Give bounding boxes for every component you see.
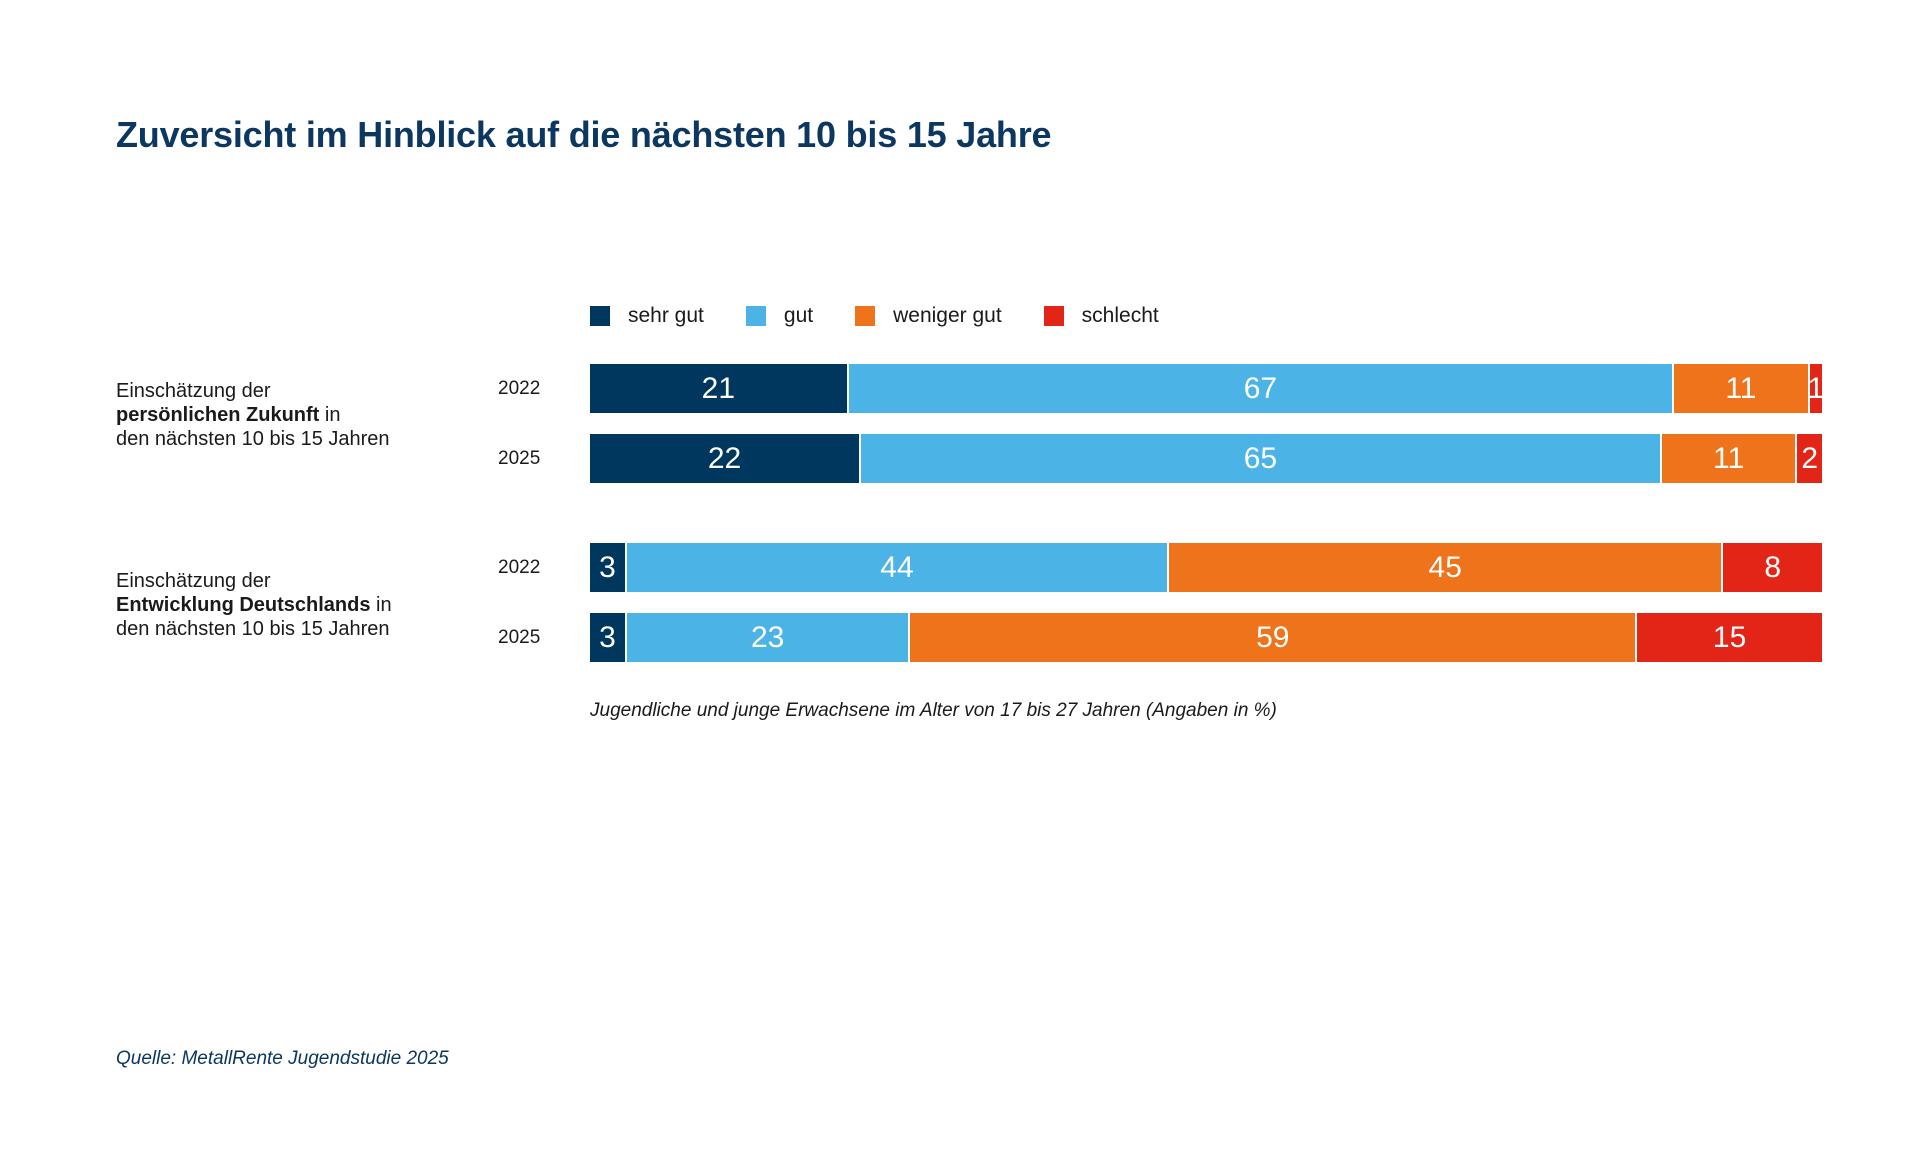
legend-swatch xyxy=(855,306,876,326)
chart-note: Jugendliche und junge Erwachsene im Alte… xyxy=(590,700,1277,721)
bar-segment-gut: 44 xyxy=(626,543,1170,592)
bar-segment-weniger-gut: 11 xyxy=(1661,434,1798,483)
group-label-germany-development: Einschätzung der Entwicklung Deutschland… xyxy=(116,569,446,641)
group-label-line: Einschätzung der xyxy=(116,380,271,402)
legend-item-schlecht: schlecht xyxy=(1043,304,1159,328)
legend-item-gut: gut xyxy=(745,304,814,328)
bar-segment-gut: 65 xyxy=(861,434,1662,483)
group-label-after-bold: in xyxy=(370,594,392,616)
bar-segment-gut: 67 xyxy=(848,364,1675,413)
stacked-bar: 3 44 45 8 xyxy=(590,543,1822,592)
bar-segment-gut: 23 xyxy=(626,613,911,662)
year-label: 2022 xyxy=(498,378,541,399)
legend-swatch xyxy=(590,306,610,326)
group-label-bold: persönlichen Zukunft xyxy=(116,404,320,426)
bar-segment-sehr-gut: 3 xyxy=(590,613,627,662)
group-label-line: persönlichen Zukunft in xyxy=(116,403,446,427)
bar-segment-sehr-gut: 21 xyxy=(590,364,849,413)
bar-segment-weniger-gut: 59 xyxy=(910,613,1638,662)
bar-segment-schlecht: 2 xyxy=(1797,434,1822,483)
stacked-bar: 3 23 59 15 xyxy=(590,613,1822,662)
bar-segment-weniger-gut: 45 xyxy=(1169,543,1724,592)
legend-label: weniger gut xyxy=(893,304,1002,327)
legend-label: sehr gut xyxy=(628,304,704,327)
chart-legend: sehr gut gut weniger gut schlecht xyxy=(590,302,1201,330)
group-label-line: den nächsten 10 bis 15 Jahren xyxy=(116,428,390,450)
legend-item-weniger-gut: weniger gut xyxy=(855,304,1002,328)
chart-title: Zuversicht im Hinblick auf die nächsten … xyxy=(116,114,1052,155)
source-note: Quelle: MetallRente Jugendstudie 2025 xyxy=(116,1048,449,1069)
bar-segment-schlecht: 1 xyxy=(1809,364,1822,413)
legend-swatch xyxy=(745,306,766,326)
bar-segment-sehr-gut: 3 xyxy=(590,543,627,592)
year-label: 2022 xyxy=(498,557,541,578)
group-label-line: den nächsten 10 bis 15 Jahren xyxy=(116,618,390,640)
group-label-bold: Entwicklung Deutschlands xyxy=(116,594,371,616)
legend-label: schlecht xyxy=(1081,304,1159,327)
legend-label: gut xyxy=(783,304,814,327)
group-label-line: Entwicklung Deutschlands in xyxy=(116,593,446,617)
legend-item-sehr-gut: sehr gut xyxy=(590,304,704,328)
bar-segment-schlecht: 15 xyxy=(1637,613,1822,662)
group-label-line: Einschätzung der xyxy=(116,570,271,592)
stacked-bar: 22 65 11 2 xyxy=(590,434,1822,483)
year-label: 2025 xyxy=(498,627,541,648)
bar-segment-sehr-gut: 22 xyxy=(590,434,862,483)
year-label: 2025 xyxy=(498,448,541,469)
group-label-personal-future: Einschätzung der persönlichen Zukunft in… xyxy=(116,379,446,451)
group-label-after-bold: in xyxy=(319,404,341,426)
legend-swatch xyxy=(1043,306,1064,326)
bar-segment-schlecht: 8 xyxy=(1723,543,1822,592)
bar-segment-weniger-gut: 11 xyxy=(1674,364,1810,413)
stacked-bar: 21 67 11 1 xyxy=(590,364,1822,413)
